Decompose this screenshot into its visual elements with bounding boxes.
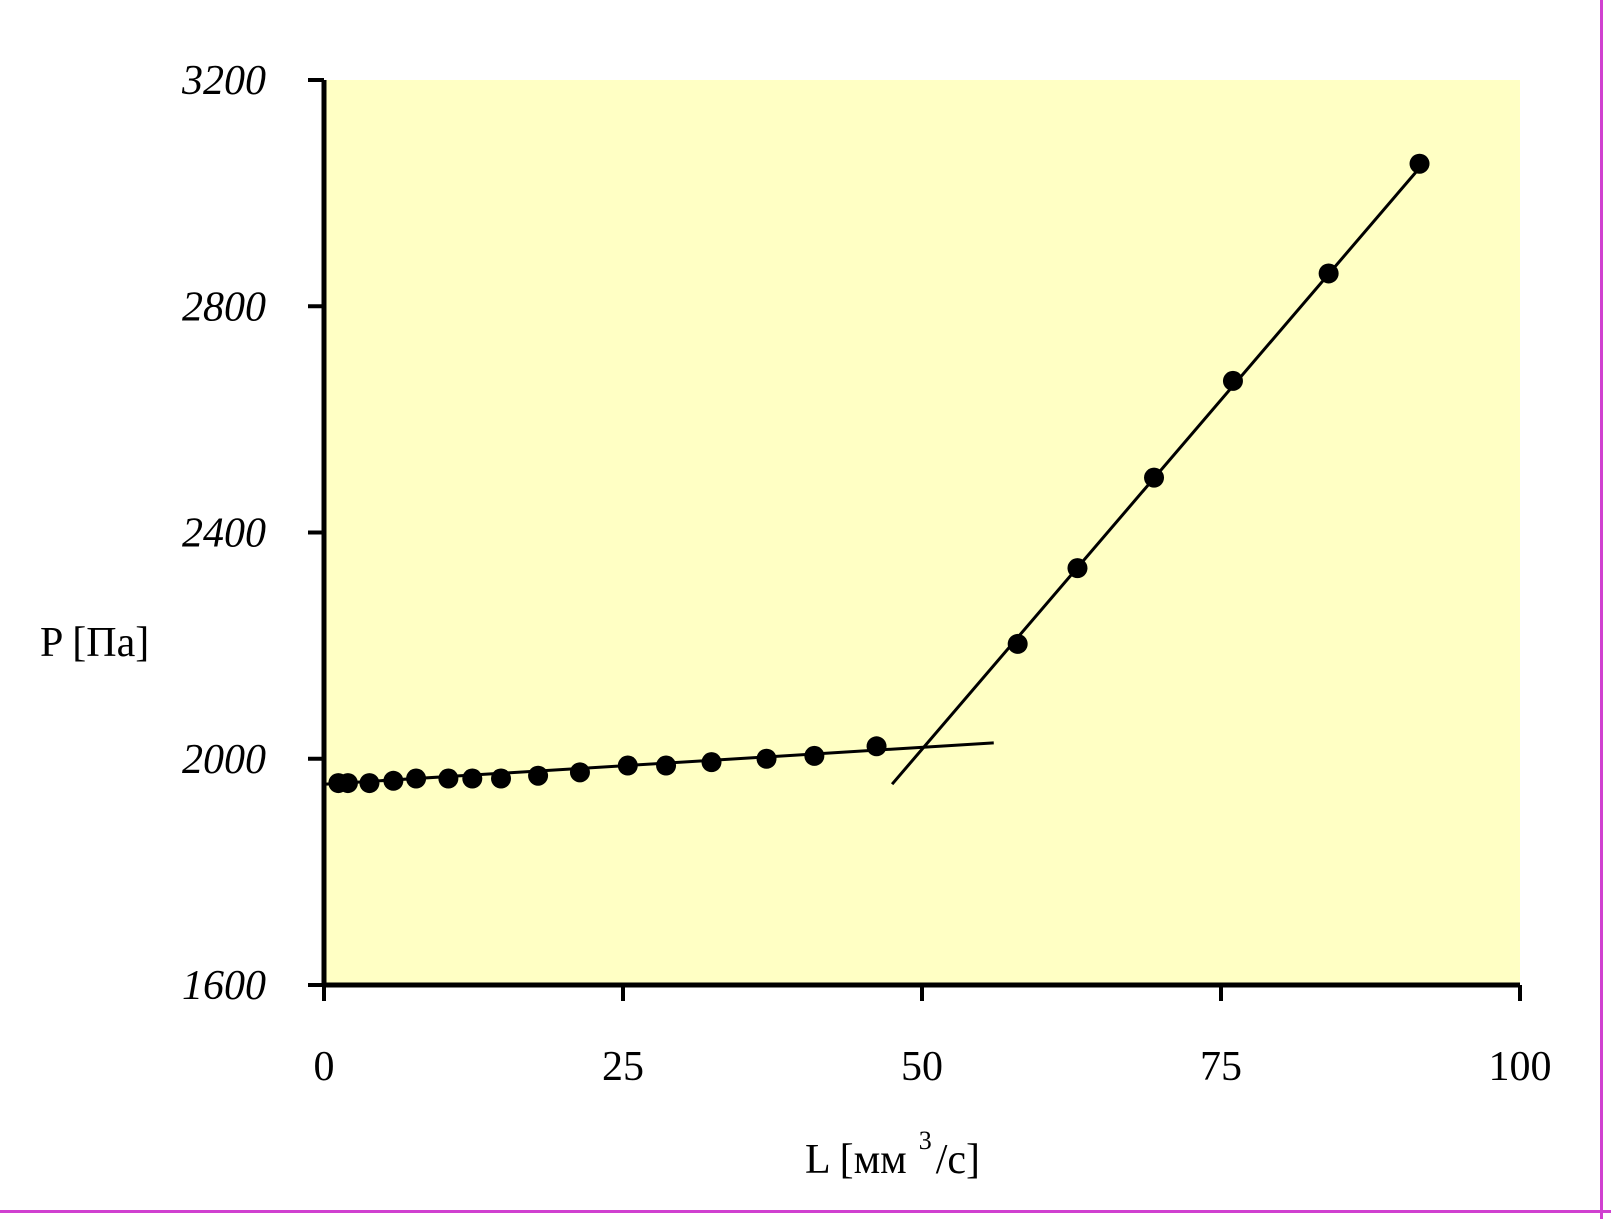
y-tick-label-2: 2000 [182, 737, 266, 783]
data-point-s1-7 [462, 768, 483, 789]
data-point-s1-12 [656, 755, 677, 776]
data-point-s1-14 [756, 748, 777, 769]
x-axis-label-tail: /с] [936, 1137, 980, 1183]
data-point-s2-5 [1318, 263, 1339, 284]
data-point-s1-5 [406, 768, 427, 789]
data-point-s1-8 [491, 768, 512, 789]
y-tick-label-3: 2400 [182, 511, 266, 557]
x-tick-labels: 0 25 50 75 100 [314, 985, 1552, 1090]
data-point-s1-16 [866, 736, 887, 757]
data-point-s2-6 [1409, 153, 1430, 174]
x-tick-label-1: 0 [314, 1044, 335, 1090]
data-point-s1-9 [528, 765, 549, 786]
x-tick-label-4: 75 [1200, 1044, 1242, 1090]
data-point-s1-6 [438, 768, 459, 789]
frame-border-bottom [0, 1210, 1611, 1213]
x-tick-label-5: 100 [1489, 1044, 1552, 1090]
x-axis-label: L [мм 3/с] [805, 1126, 980, 1183]
y-tick-label-5: 3200 [181, 58, 266, 104]
data-point-s1-13 [701, 752, 722, 773]
x-axis-label-superscript: 3 [919, 1126, 932, 1155]
data-point-s1-15 [804, 745, 825, 766]
data-point-s2-3 [1144, 467, 1165, 488]
plot-area [324, 80, 1520, 985]
y-tick-labels: 1600 2000 2400 2800 3200 [181, 58, 324, 1009]
data-point-s1-11 [617, 755, 638, 776]
data-point-s1-3 [359, 773, 380, 794]
data-point-s2-1 [1007, 633, 1028, 654]
data-points [328, 153, 1430, 794]
y-axis-label: P [Па] [40, 620, 149, 666]
data-point-s2-2 [1067, 558, 1088, 579]
y-tick-label-1: 1600 [182, 963, 266, 1009]
data-point-s1-4 [383, 770, 404, 791]
data-point-s1-2 [337, 773, 358, 794]
y-tick-label-4: 2800 [182, 284, 266, 330]
x-tick-label-2: 25 [602, 1044, 644, 1090]
frame-border-right [1600, 0, 1603, 1219]
x-tick-label-3: 50 [901, 1044, 943, 1090]
x-axis-label-main: L [мм [805, 1137, 907, 1183]
data-point-s1-10 [569, 762, 590, 783]
data-point-s2-4 [1222, 370, 1243, 391]
